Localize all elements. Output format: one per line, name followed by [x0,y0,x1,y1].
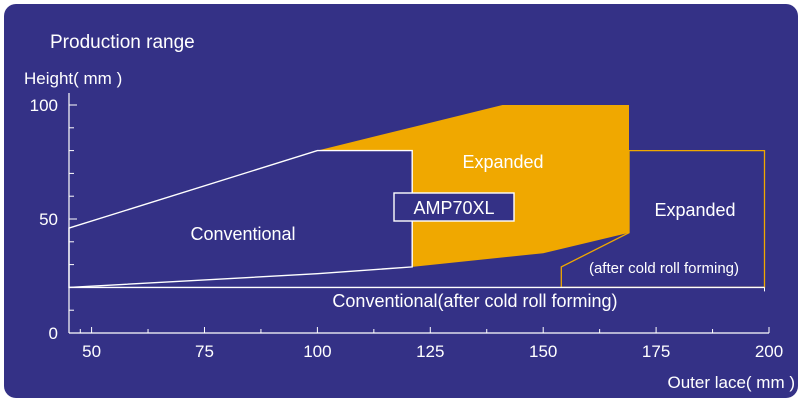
x-tick-label: 125 [416,342,444,361]
region-expanded [317,105,629,267]
x-tick-label: 50 [82,342,101,361]
x-tick-label: 75 [195,342,214,361]
y-tick-label: 0 [49,324,58,343]
annotation-box [393,192,515,222]
region-sublabel-after-cold-roll: (after cold roll forming) [589,260,739,277]
x-axis-label: Outer lace( mm ) [667,373,795,392]
y-tick-label: 100 [30,96,58,115]
x-tick-label: 200 [755,342,783,361]
region-label-layer: Conventional Expanded Expanded (after cold … [190,152,739,311]
axes-layer: 50 75 100 125 150 175 200 0 50 100 [30,93,783,361]
region-label-conventional: Conventional [190,224,295,244]
region-conventional [68,149,413,289]
region-label-expanded: Expanded [462,152,543,172]
region-label-expanded-cold-roll: Expanded [654,200,735,220]
y-axis-label: Height( mm ) [24,69,122,88]
x-tick-label: 100 [303,342,331,361]
x-tick-label: 175 [642,342,670,361]
y-tick-label: 50 [39,210,58,229]
annotation-label: AMP70XL [413,198,494,218]
x-tick-label: 150 [529,342,557,361]
chart-title: Production range [50,32,195,53]
region-label-conventional-cold-roll: Conventional(after cold roll forming) [332,291,617,311]
